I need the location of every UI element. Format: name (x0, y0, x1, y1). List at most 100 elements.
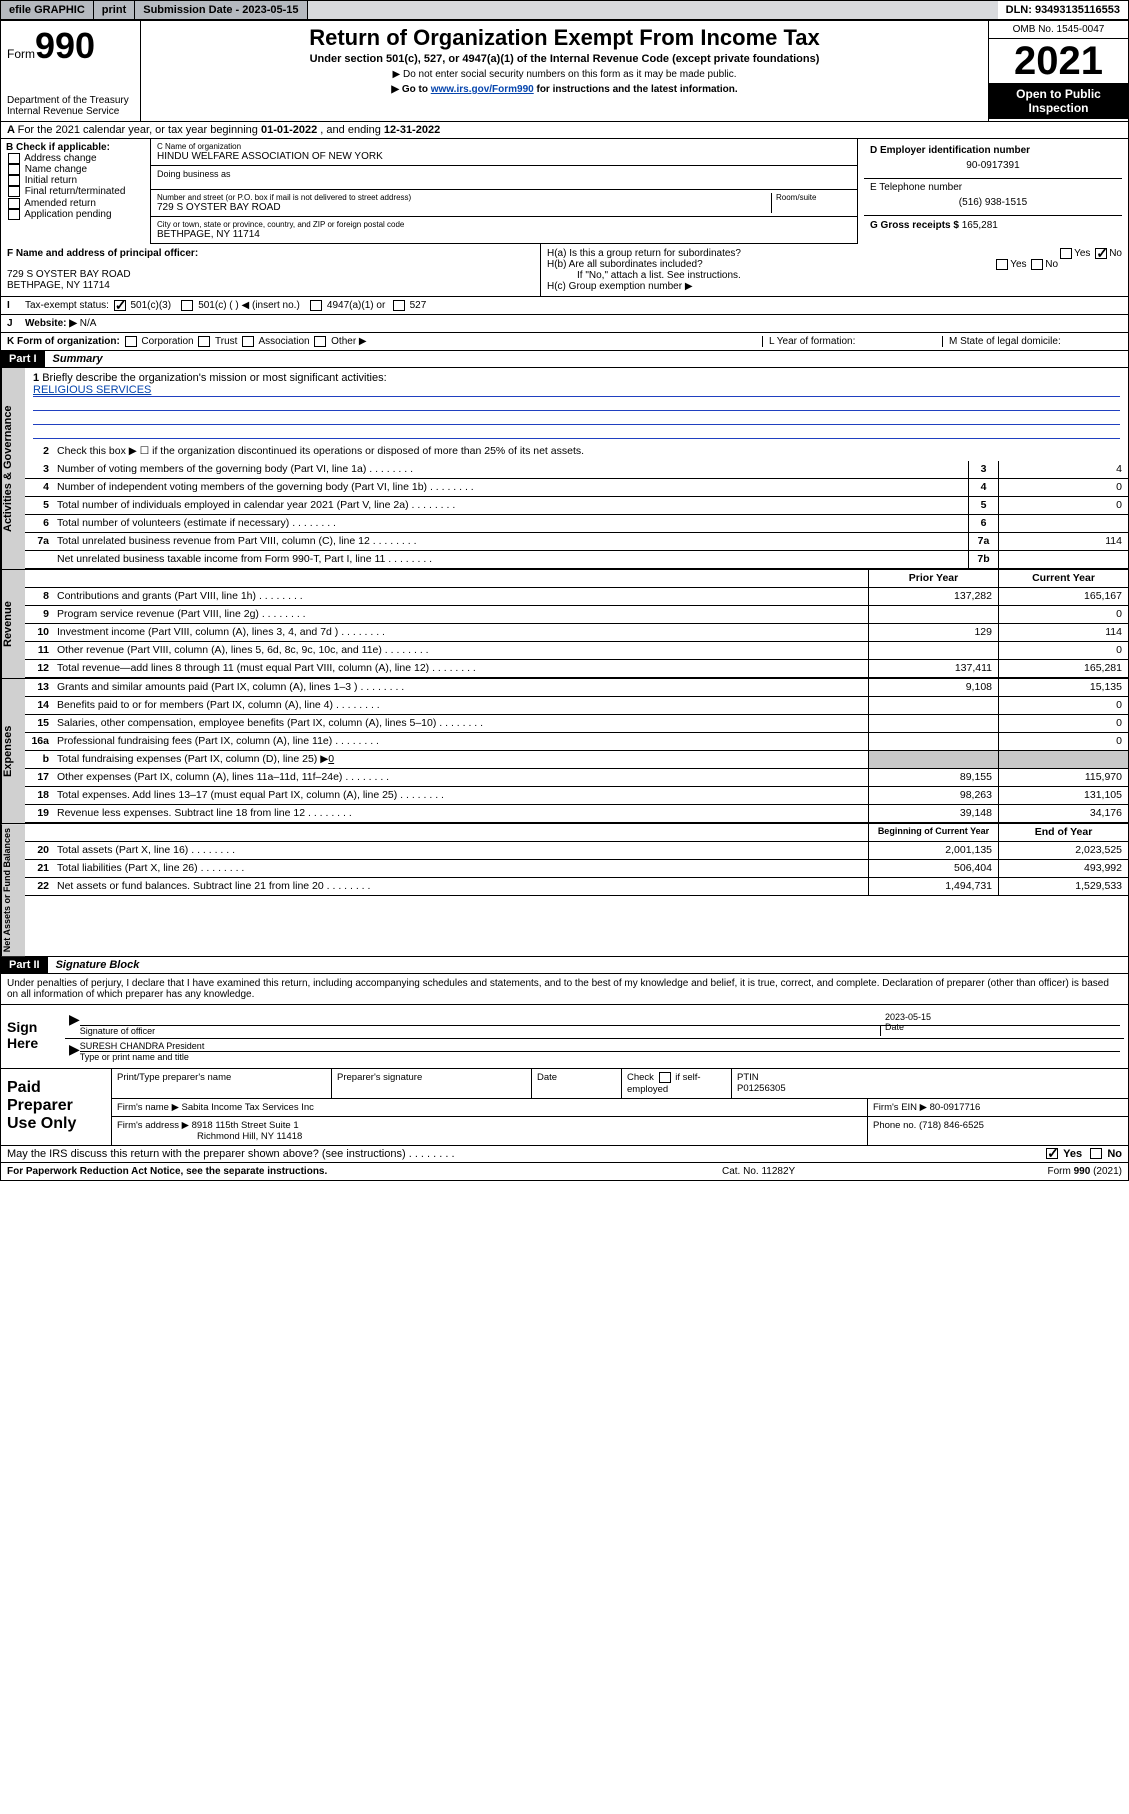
ha-no: No (1109, 248, 1122, 259)
ptin-label: PTIN (737, 1072, 759, 1083)
checkbox-hb-yes[interactable] (996, 259, 1008, 270)
curr-val: 131,105 (998, 787, 1128, 804)
dept-label: Department of the Treasury (7, 95, 134, 106)
line-box: 6 (968, 515, 998, 532)
line-desc: Grants and similar amounts paid (Part IX… (53, 679, 868, 696)
line-num: 6 (25, 515, 53, 532)
checkbox-527[interactable] (393, 300, 405, 311)
checkbox-name-change[interactable] (8, 164, 20, 175)
checkbox-501c[interactable] (181, 300, 193, 311)
curr-val: 2,023,525 (998, 842, 1128, 859)
efile-label: efile GRAPHIC (1, 1, 94, 19)
line-num: 3 (25, 461, 53, 478)
opt-final: Final return/terminated (25, 187, 126, 198)
prior-val: 1,494,731 (868, 878, 998, 895)
ptin-value: P01256305 (737, 1083, 786, 1094)
line-desc: Contributions and grants (Part VIII, lin… (53, 588, 868, 605)
prior-val: 129 (868, 624, 998, 641)
form-title: Return of Organization Exempt From Incom… (149, 25, 980, 51)
discuss-no: No (1107, 1148, 1122, 1160)
m-label: M State of legal domicile: (942, 336, 1122, 347)
print-button[interactable]: print (94, 1, 135, 19)
line-desc: Net unrelated business taxable income fr… (53, 551, 968, 568)
sig-officer-label: Signature of officer (80, 1026, 155, 1036)
city-value: BETHPAGE, NY 11714 (157, 229, 851, 240)
checkbox-final[interactable] (8, 186, 20, 197)
section-c: C Name of organizationHINDU WELFARE ASSO… (151, 139, 858, 244)
line-desc: Salaries, other compensation, employee b… (53, 715, 868, 732)
line-val: 4 (998, 461, 1128, 478)
opt-pending: Application pending (24, 209, 111, 220)
goto-post: for instructions and the latest informat… (534, 84, 738, 95)
website-value: N/A (80, 318, 97, 329)
street-value: 729 S OYSTER BAY ROAD (157, 202, 771, 213)
sign-here-label: Sign Here (1, 1005, 61, 1068)
city-label: City or town, state or province, country… (157, 220, 851, 229)
irs-link[interactable]: www.irs.gov/Form990 (431, 84, 534, 95)
mission-text[interactable]: RELIGIOUS SERVICES (33, 384, 151, 396)
f-label: F Name and address of principal officer: (7, 248, 198, 259)
line-desc: Net assets or fund balances. Subtract li… (53, 878, 868, 895)
checkbox-discuss-yes[interactable] (1046, 1148, 1058, 1159)
checkbox-discuss-no[interactable] (1090, 1148, 1102, 1159)
sig-date-label: Date (885, 1022, 904, 1032)
line-num: 17 (25, 769, 53, 786)
part1-label: Summary (45, 351, 111, 367)
line-desc: Total assets (Part X, line 16) (53, 842, 868, 859)
checkbox-pending[interactable] (8, 209, 20, 220)
phone-label: E Telephone number (870, 182, 962, 193)
name-type-label: Type or print name and title (80, 1051, 1120, 1062)
curr-val: 493,992 (998, 860, 1128, 877)
checkbox-501c3[interactable] (114, 300, 126, 311)
hb-no: No (1045, 259, 1058, 270)
line-num: 16a (25, 733, 53, 750)
line-num: 4 (25, 479, 53, 496)
hc-label: H(c) Group exemption number ▶ (547, 281, 1122, 292)
prior-val (868, 733, 998, 750)
officer-addr1: 729 S OYSTER BAY ROAD (7, 269, 534, 280)
curr-val: 1,529,533 (998, 878, 1128, 895)
checkbox-self-employed[interactable] (659, 1072, 671, 1083)
checkbox-corp[interactable] (125, 336, 137, 347)
firm-label: Firm's name ▶ (117, 1102, 179, 1113)
note-ssn: ▶ Do not enter social security numbers o… (149, 69, 980, 80)
line-box: 7b (968, 551, 998, 568)
line-val: 0 (998, 497, 1128, 514)
curr-val: 0 (998, 715, 1128, 732)
checkbox-4947[interactable] (310, 300, 322, 311)
hb-note: If "No," attach a list. See instructions… (547, 270, 1122, 281)
line-box: 5 (968, 497, 998, 514)
line-desc: Total unrelated business revenue from Pa… (53, 533, 968, 550)
discuss-yes: Yes (1063, 1148, 1082, 1160)
opt-address: Address change (24, 153, 96, 164)
discuss-question: May the IRS discuss this return with the… (7, 1148, 406, 1160)
ein-value: 90-0917391 (870, 156, 1116, 175)
line-desc: Total revenue—add lines 8 through 11 (mu… (53, 660, 868, 677)
line-box: 7a (968, 533, 998, 550)
prep-h3: Date (532, 1069, 622, 1097)
j-label: Website: ▶ (25, 318, 77, 329)
k-trust: Trust (215, 336, 237, 347)
form-word: Form (7, 47, 35, 61)
checkbox-address-change[interactable] (8, 153, 20, 164)
checkbox-trust[interactable] (198, 336, 210, 347)
a-mid: , and ending (317, 124, 384, 136)
part2-label: Signature Block (48, 957, 148, 973)
curr-val: 0 (998, 642, 1128, 659)
checkbox-initial[interactable] (8, 175, 20, 186)
tab-expenses: Expenses (1, 679, 25, 823)
checkbox-assoc[interactable] (242, 336, 254, 347)
line-num: 18 (25, 787, 53, 804)
section-d-e-g: D Employer identification number90-09173… (858, 139, 1128, 244)
checkbox-other[interactable] (314, 336, 326, 347)
firm-phone: (718) 846-6525 (919, 1120, 984, 1131)
checkbox-ha-yes[interactable] (1060, 248, 1072, 259)
line-desc: Number of independent voting members of … (53, 479, 968, 496)
line-desc: Total liabilities (Part X, line 26) (53, 860, 868, 877)
checkbox-ha-no[interactable] (1095, 248, 1107, 259)
hdr-end: End of Year (998, 824, 1128, 841)
checkbox-amended[interactable] (8, 198, 20, 209)
tab-revenue: Revenue (1, 570, 25, 678)
phone-value: (516) 938-1515 (870, 193, 1116, 212)
checkbox-hb-no[interactable] (1031, 259, 1043, 270)
